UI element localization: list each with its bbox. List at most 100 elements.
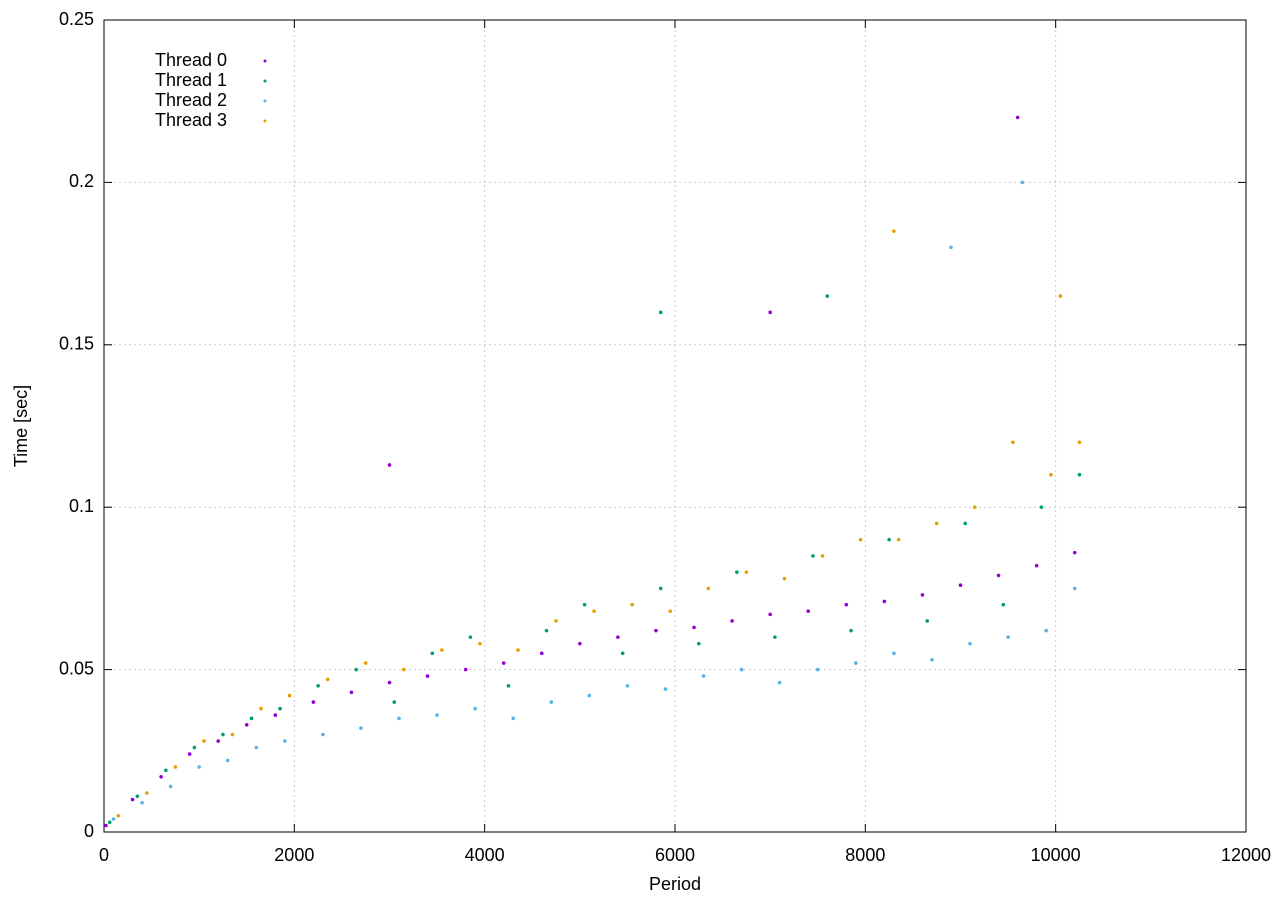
data-point	[925, 619, 929, 623]
data-point	[625, 684, 630, 688]
y-tick-label: 0.05	[59, 658, 94, 678]
data-point	[140, 800, 144, 805]
data-point	[1049, 472, 1053, 477]
data-point	[425, 674, 430, 678]
data-point	[844, 602, 849, 607]
data-point	[278, 706, 282, 711]
data-point	[730, 619, 734, 623]
data-point	[858, 537, 863, 542]
data-point	[435, 713, 439, 717]
y-tick-label: 0	[84, 821, 94, 841]
data-point	[554, 619, 558, 623]
data-point	[1058, 294, 1063, 298]
data-point	[696, 641, 701, 646]
data-point	[468, 635, 473, 639]
data-point	[478, 641, 482, 646]
x-tick-label: 4000	[465, 845, 505, 865]
data-point	[782, 576, 787, 581]
data-point	[849, 628, 853, 633]
legend-label: Thread 0	[155, 50, 227, 70]
data-point	[1011, 440, 1015, 445]
data-point	[777, 680, 782, 685]
data-point	[1072, 550, 1077, 555]
legend-label: Thread 1	[155, 70, 227, 90]
data-point	[135, 794, 140, 799]
data-point	[244, 723, 249, 727]
data-point	[654, 628, 658, 633]
data-point	[811, 554, 815, 558]
data-point	[963, 521, 968, 526]
data-point	[387, 680, 392, 685]
data-point	[949, 245, 953, 250]
data-point	[516, 648, 520, 652]
data-point	[287, 693, 292, 698]
data-point	[1039, 505, 1044, 510]
data-point	[968, 641, 972, 646]
data-point	[273, 713, 278, 717]
data-point	[806, 609, 811, 613]
data-point	[168, 784, 173, 789]
data-point	[164, 768, 168, 773]
legend-label: Thread 3	[155, 110, 227, 130]
data-point	[1006, 635, 1010, 639]
x-tick-label: 6000	[655, 845, 695, 865]
data-point	[401, 667, 406, 672]
x-tick-label: 12000	[1221, 845, 1271, 865]
data-point	[539, 651, 544, 656]
data-point	[920, 593, 925, 597]
data-point	[887, 537, 891, 542]
data-point	[587, 693, 592, 698]
data-point	[506, 684, 511, 688]
data-point	[145, 791, 149, 795]
data-point	[1034, 563, 1039, 568]
data-point	[544, 628, 549, 633]
data-point	[744, 570, 749, 574]
data-point	[216, 739, 220, 743]
data-point	[820, 554, 825, 558]
data-point	[104, 823, 108, 828]
data-point	[692, 625, 696, 630]
data-point	[354, 667, 358, 672]
legend-label: Thread 2	[155, 90, 227, 110]
data-point	[972, 505, 977, 510]
legend-marker	[263, 59, 267, 63]
data-point	[1077, 440, 1082, 445]
x-tick-label: 8000	[845, 845, 885, 865]
data-point	[501, 661, 506, 665]
data-point	[1072, 586, 1077, 591]
data-point	[349, 690, 354, 695]
data-point	[430, 651, 435, 656]
data-point	[958, 583, 963, 587]
data-point	[397, 716, 401, 721]
data-point	[930, 658, 934, 662]
data-point	[768, 612, 772, 617]
plot-frame	[103, 19, 1247, 833]
data-point	[1001, 602, 1006, 607]
data-point	[116, 813, 121, 818]
data-point	[825, 294, 830, 298]
data-point	[630, 602, 634, 607]
data-point	[1015, 115, 1020, 120]
data-point	[359, 726, 363, 730]
x-tick-label: 10000	[1031, 845, 1081, 865]
data-point	[815, 667, 820, 672]
data-point	[254, 745, 259, 750]
data-point	[996, 573, 1001, 578]
data-point	[283, 739, 287, 743]
data-point	[706, 586, 711, 591]
data-point	[578, 641, 582, 646]
legend-marker	[263, 79, 267, 83]
data-point	[739, 667, 744, 672]
data-point	[387, 463, 392, 467]
data-point	[107, 820, 112, 825]
data-point	[701, 674, 706, 678]
data-point	[934, 521, 939, 526]
x-tick-label: 2000	[274, 845, 314, 865]
data-point	[316, 684, 320, 688]
data-point	[192, 745, 197, 750]
data-point	[473, 706, 477, 711]
data-point	[668, 609, 673, 613]
data-point	[882, 599, 887, 604]
